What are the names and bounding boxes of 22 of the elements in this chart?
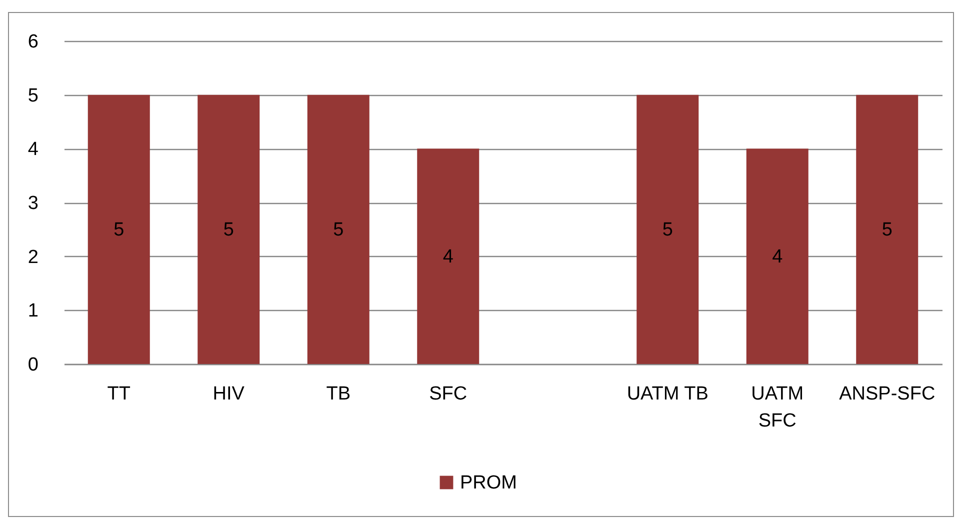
- y-tick-label: 6: [28, 32, 38, 52]
- x-tick-label: TB: [326, 384, 351, 404]
- y-tick-label: 4: [28, 139, 39, 160]
- data-label: 5: [882, 219, 892, 240]
- data-label: 5: [223, 219, 234, 240]
- data-label: 4: [772, 246, 784, 268]
- y-tick-label: 1: [28, 300, 38, 322]
- data-label: 4: [442, 246, 454, 268]
- y-tick-label: 5: [28, 85, 38, 106]
- y-tick-label: 3: [28, 193, 38, 214]
- y-tick-label: 0: [28, 354, 38, 376]
- legend-label: PROM: [460, 472, 517, 494]
- x-tick-label: UATM SFC: [751, 384, 804, 432]
- data-label: 5: [662, 219, 673, 240]
- x-tick-label: HIV: [212, 384, 245, 404]
- y-tick-label: 2: [28, 246, 38, 268]
- x-tick-label: TT: [107, 384, 131, 404]
- data-label: 5: [333, 219, 344, 240]
- x-tick-label: ANSP-SFC: [839, 384, 936, 404]
- x-tick-label: UATM TB: [626, 384, 708, 404]
- x-tick-label: SFC: [429, 384, 468, 404]
- data-label: 5: [114, 219, 124, 240]
